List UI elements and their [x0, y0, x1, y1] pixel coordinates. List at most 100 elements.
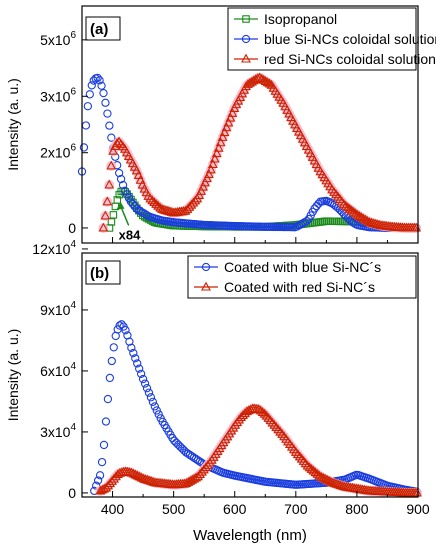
data-point [209, 153, 220, 163]
data-point [107, 218, 116, 226]
data-point [262, 77, 273, 87]
data-point [259, 408, 270, 418]
data-point [312, 468, 323, 478]
x-tick-label: 500 [162, 501, 186, 517]
data-point [83, 102, 93, 111]
data-point [205, 164, 216, 174]
panel-b-x-tick-labels: 400 500 600 700 800 900 [101, 501, 430, 517]
y-tick-label: 6x104 [40, 361, 76, 379]
data-point [201, 262, 211, 272]
panel-b-x-axis-label: Wavelength (nm) [193, 527, 307, 544]
data-point [318, 472, 329, 482]
series-2 [98, 72, 422, 233]
panel-a-label: (a) [90, 21, 108, 38]
data-point [147, 195, 158, 205]
data-point [81, 121, 91, 130]
data-point [182, 203, 193, 213]
data-point [97, 457, 107, 467]
data-point [304, 462, 315, 472]
data-point [155, 202, 166, 212]
data-point [298, 456, 309, 465]
data-point [328, 477, 338, 487]
data-point [149, 197, 160, 207]
data-point [360, 214, 371, 224]
data-point [344, 203, 355, 213]
data-point [202, 459, 213, 469]
data-point [302, 460, 313, 470]
data-point [324, 475, 334, 485]
panel-a-frame [81, 5, 419, 244]
data-point [109, 343, 118, 352]
legend-box [187, 255, 417, 299]
data-point [136, 369, 146, 379]
data-point [316, 471, 327, 481]
data-point [273, 424, 284, 434]
x-tick-label: 700 [284, 501, 308, 517]
data-point [260, 76, 271, 86]
data-point [134, 471, 145, 481]
data-point [217, 132, 228, 141]
data-point [184, 201, 195, 211]
data-point [107, 356, 116, 366]
data-point [138, 473, 149, 483]
data-point [128, 468, 139, 478]
legend-label: blue Si-NCs coloidal solution [264, 31, 436, 47]
data-point [150, 402, 159, 411]
data-point [103, 480, 114, 490]
data-point [99, 88, 108, 98]
data-point [261, 410, 272, 420]
data-point [189, 473, 200, 483]
data-point [152, 406, 161, 415]
data-point [87, 81, 96, 90]
x84-label: x84 [119, 227, 141, 242]
data-point [101, 98, 110, 107]
data-point [306, 464, 317, 473]
legend-label: Coated with red Si-NC´s [224, 279, 375, 295]
data-point [275, 426, 286, 436]
data-point [114, 168, 124, 178]
data-point [320, 473, 331, 483]
data-point [113, 196, 122, 204]
data-point [292, 449, 303, 459]
data-point [136, 472, 147, 482]
data-point [352, 209, 363, 219]
data-point [116, 174, 126, 184]
panel-b-ticks [81, 248, 419, 497]
data-point [117, 320, 126, 329]
data-point [296, 453, 307, 463]
data-point [118, 180, 128, 190]
data-point [264, 78, 275, 88]
data-point [99, 440, 109, 450]
data-point [101, 482, 112, 492]
data-point [257, 407, 268, 416]
data-point [103, 109, 112, 118]
data-point [190, 195, 201, 205]
data-point [142, 474, 153, 484]
data-point [93, 73, 102, 83]
data-point [250, 74, 261, 84]
data-point [108, 145, 119, 155]
x84-arrow-head [116, 201, 125, 210]
data-point [126, 467, 137, 477]
data-point [356, 212, 367, 222]
data-point [188, 197, 199, 207]
data-point [207, 159, 218, 168]
data-point [255, 405, 266, 415]
data-point [204, 169, 214, 178]
series-halo [98, 72, 422, 233]
data-point [200, 177, 210, 187]
data-point [102, 196, 113, 206]
data-point [199, 464, 209, 474]
panel-a-y-tick-labels: 0 2x106 3x106 5x106 [40, 30, 76, 236]
data-point [271, 422, 282, 432]
data-point [135, 364, 144, 373]
data-point [308, 465, 319, 475]
y-tick-label: 3x106 [40, 86, 76, 104]
panel-b-label: (b) [90, 265, 109, 282]
data-point [326, 476, 336, 486]
data-point [104, 179, 115, 189]
data-point [333, 479, 344, 489]
data-point [340, 200, 351, 210]
data-point [200, 462, 211, 472]
data-point [127, 343, 136, 352]
